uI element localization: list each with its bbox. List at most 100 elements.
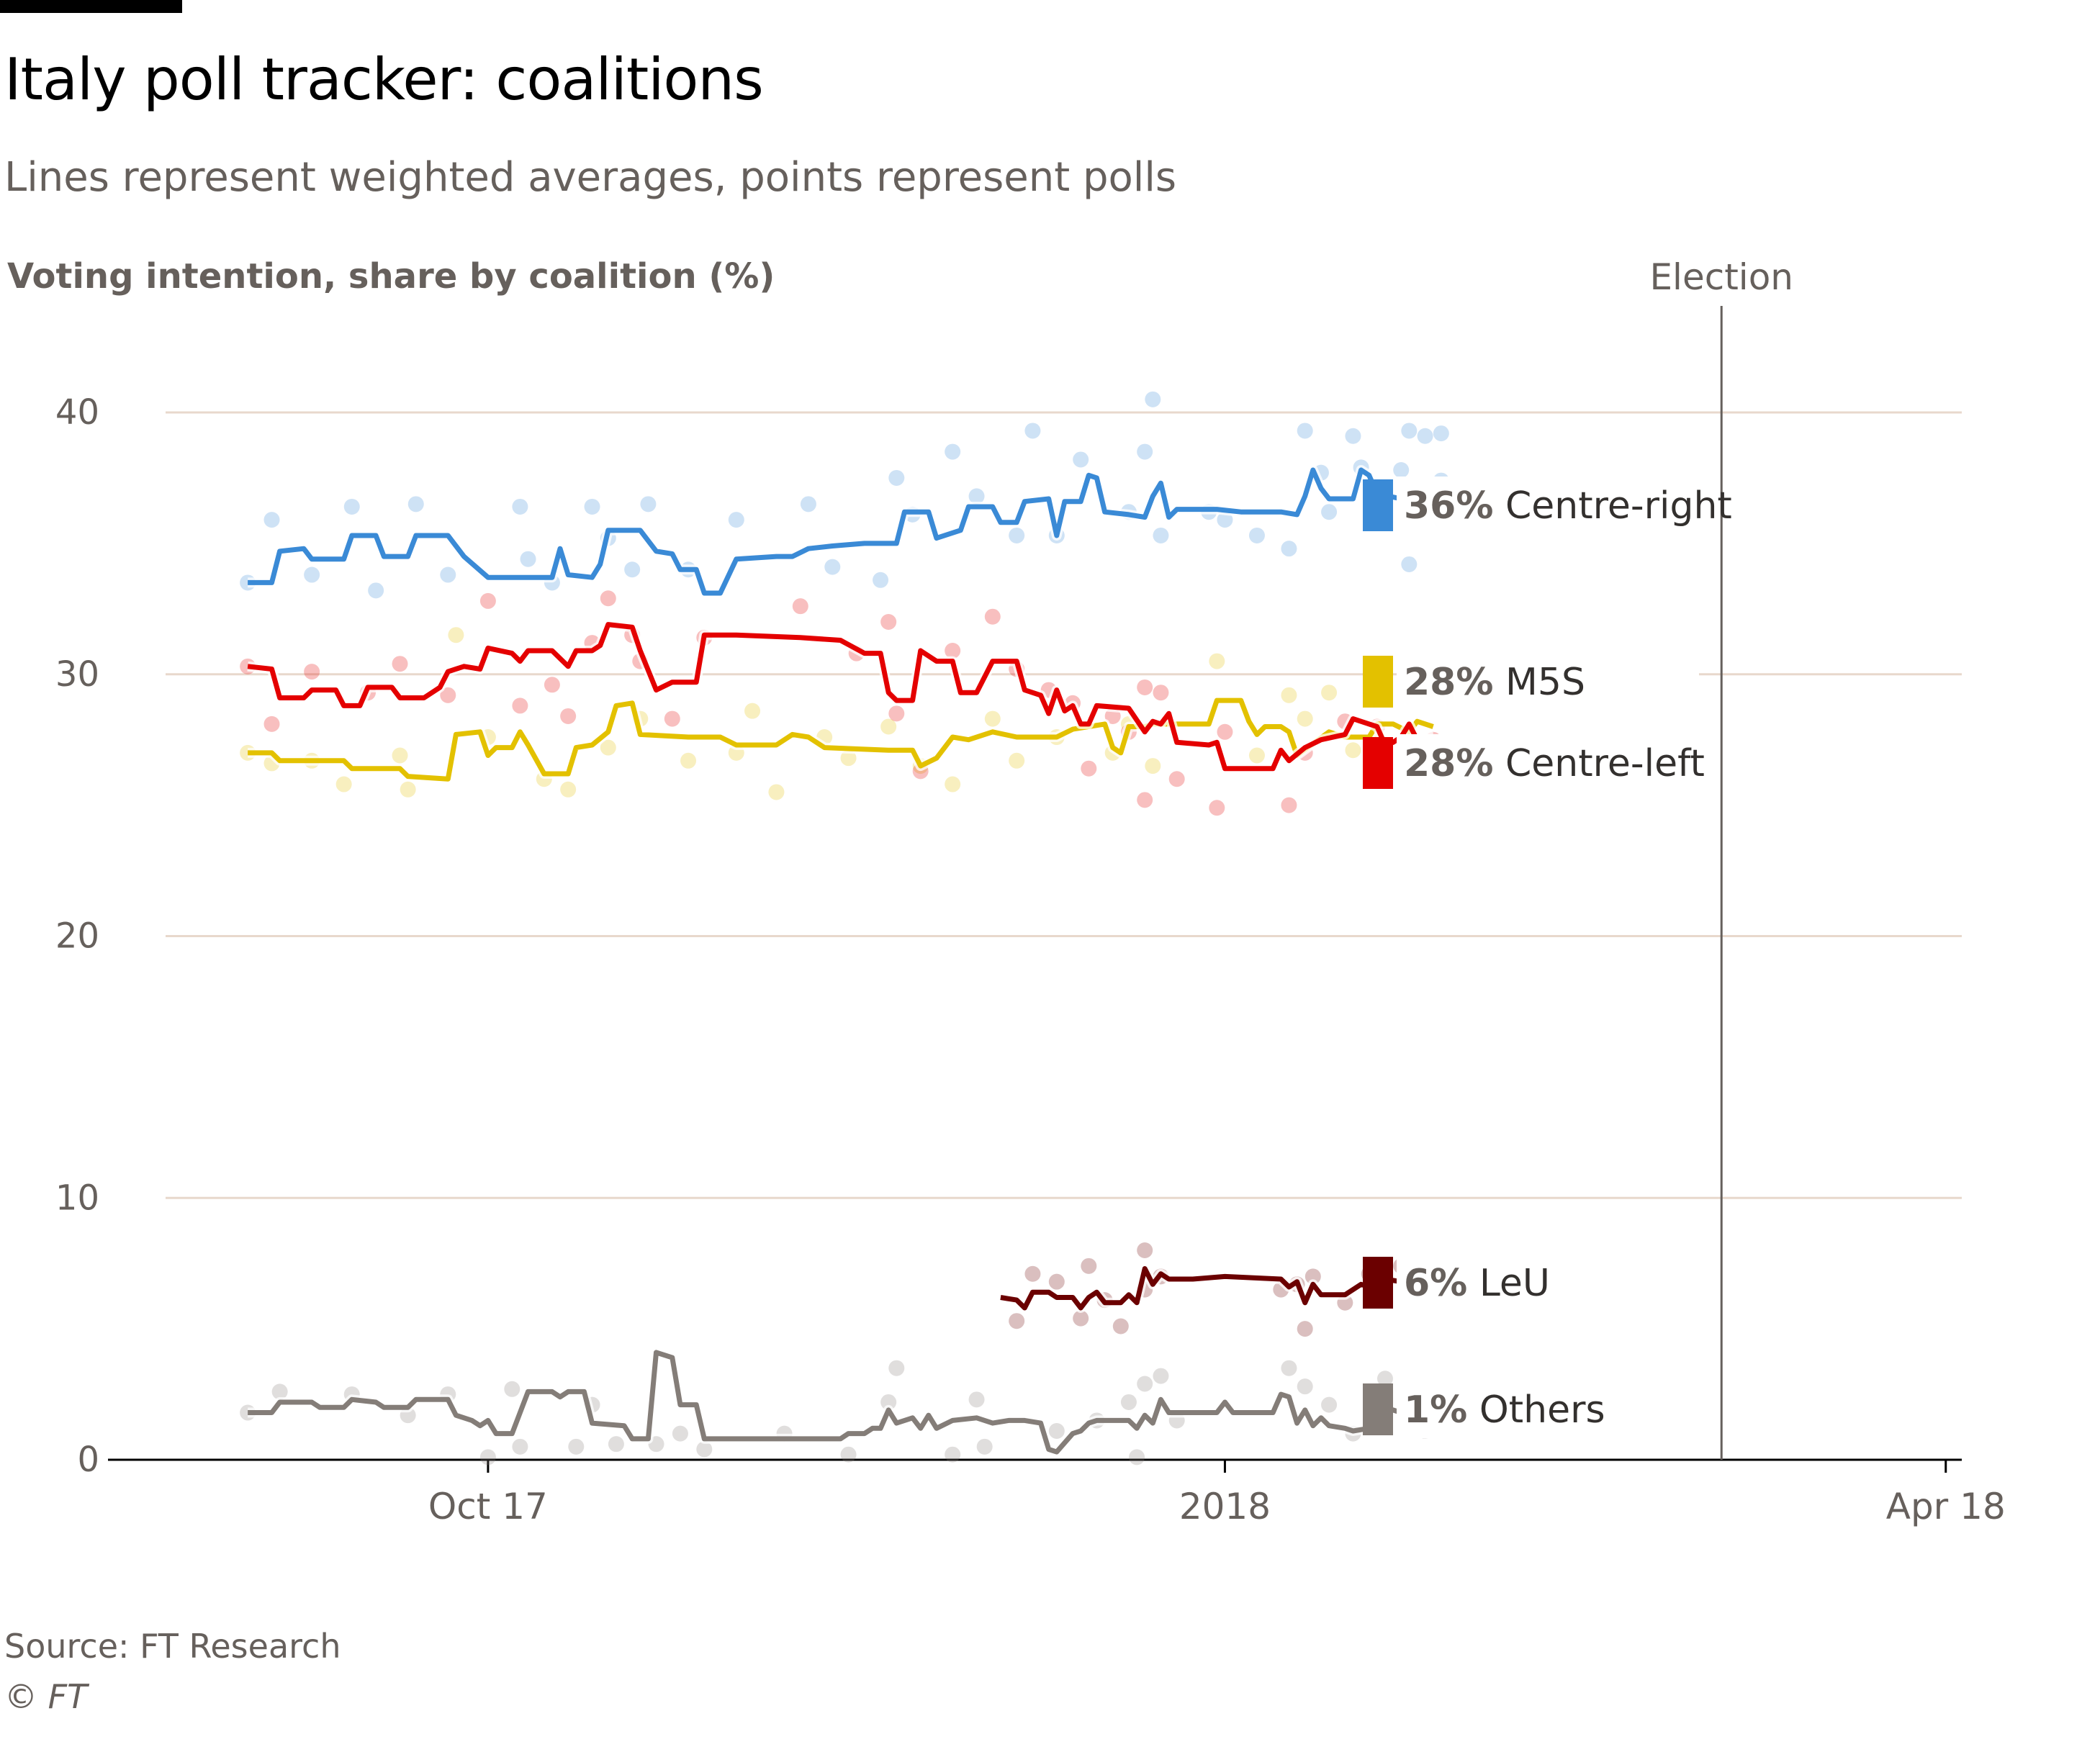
- poll-point-others: [512, 1438, 528, 1455]
- end-value-centre-right: 36%: [1404, 484, 1493, 528]
- swatch-m5s: [1363, 656, 1393, 708]
- poll-point-others: [888, 1360, 905, 1376]
- poll-point-centre-right: [1217, 512, 1233, 528]
- x-tick-label-2018: 2018: [1179, 1486, 1271, 1527]
- poll-point-leu: [1009, 1313, 1025, 1329]
- poll-point-centre-left: [792, 598, 808, 615]
- x-tick-label-oct-17: Oct 17: [428, 1486, 548, 1527]
- poll-point-others: [968, 1391, 985, 1408]
- end-name-centre-right: Centre-right: [1493, 484, 1731, 528]
- swatch-centre-right: [1363, 479, 1393, 531]
- poll-point-centre-right: [368, 582, 384, 599]
- poll-point-others: [696, 1441, 713, 1458]
- poll-point-centre-left: [392, 656, 408, 672]
- end-label-leu: 6% LeU: [1404, 1262, 1550, 1305]
- poll-point-m5s: [945, 776, 961, 793]
- poll-point-centre-left: [304, 664, 320, 680]
- poll-point-centre-left: [560, 708, 577, 724]
- poll-point-m5s: [744, 703, 761, 719]
- poll-point-centre-left: [479, 592, 496, 609]
- poll-point-centre-right: [263, 512, 280, 528]
- poll-point-centre-right: [1433, 425, 1449, 442]
- series-end-labels: 36% Centre-right 28% M5S 28% Centre-left 6%…: [1363, 477, 1732, 1438]
- poll-point-others: [880, 1394, 897, 1410]
- poll-point-m5s: [1297, 710, 1313, 727]
- poll-point-m5s: [400, 781, 416, 798]
- poll-point-others: [1137, 1376, 1153, 1392]
- line-others: [248, 1350, 1433, 1455]
- line-centre-left: [247, 622, 1433, 772]
- poll-point-others: [271, 1383, 288, 1400]
- poll-point-others: [1129, 1449, 1145, 1466]
- poll-point-m5s: [335, 776, 352, 793]
- poll-point-centre-right: [1401, 423, 1418, 439]
- poll-point-others: [1120, 1394, 1137, 1410]
- poll-points: [240, 391, 1449, 1466]
- poll-point-m5s: [448, 627, 464, 644]
- poll-point-m5s: [1345, 742, 1361, 759]
- poll-point-centre-right: [1345, 428, 1361, 444]
- poll-point-centre-right: [512, 498, 528, 515]
- poll-point-centre-left: [1153, 685, 1169, 701]
- poll-point-leu: [1112, 1318, 1129, 1335]
- label-bg-others: [1397, 1381, 1699, 1438]
- poll-point-centre-left: [880, 614, 897, 630]
- poll-point-m5s: [1209, 653, 1225, 669]
- poll-point-m5s: [1281, 687, 1297, 703]
- poll-point-others: [976, 1438, 993, 1455]
- poll-point-leu: [1297, 1321, 1313, 1337]
- y-tick-label-0: 0: [77, 1440, 99, 1480]
- end-label-centre-left: 28% Centre-left: [1404, 742, 1705, 785]
- poll-point-centre-right: [873, 572, 889, 588]
- poll-point-leu: [1024, 1265, 1041, 1282]
- poll-point-centre-left: [263, 715, 280, 732]
- poll-point-centre-right: [520, 551, 536, 567]
- poll-point-centre-left: [888, 705, 905, 722]
- y-axis-label: Voting intention, share by coalition (%): [7, 256, 775, 297]
- poll-point-others: [1048, 1422, 1065, 1439]
- end-value-others: 1%: [1404, 1388, 1467, 1432]
- poll-point-m5s: [984, 710, 1001, 727]
- poll-point-centre-left: [1217, 723, 1233, 740]
- poll-point-centre-right: [584, 498, 600, 515]
- chart-subtitle: Lines represent weighted averages, point…: [4, 154, 1177, 201]
- poll-point-leu: [1073, 1310, 1089, 1327]
- poll-point-centre-right: [1073, 451, 1089, 468]
- poll-point-m5s: [1009, 752, 1025, 769]
- y-tick-labels: 0 10 20 30 40: [55, 392, 99, 1480]
- poll-point-centre-left: [1281, 797, 1297, 813]
- end-name-leu: LeU: [1467, 1262, 1550, 1305]
- poll-point-centre-right: [888, 469, 905, 486]
- poll-point-m5s: [880, 718, 897, 735]
- poll-point-centre-left: [600, 590, 616, 607]
- poll-point-others: [568, 1438, 585, 1455]
- poll-point-centre-left: [1209, 800, 1225, 816]
- poll-point-centre-right: [824, 559, 841, 575]
- copyright-note: © FT: [4, 1677, 88, 1716]
- label-bg-m5s: [1397, 653, 1699, 710]
- y-tick-label-20: 20: [55, 916, 99, 957]
- chart-title: Italy poll tracker: coalitions: [4, 46, 764, 113]
- x-axis: Oct 17 2018 Apr 18: [108, 1458, 2006, 1527]
- poll-point-others: [840, 1446, 857, 1463]
- poll-point-centre-right: [1281, 541, 1297, 557]
- end-value-centre-left: 28%: [1404, 742, 1493, 785]
- poll-point-centre-right: [1145, 391, 1161, 407]
- swatch-centre-left: [1363, 737, 1393, 789]
- end-name-m5s: M5S: [1493, 661, 1585, 704]
- poll-point-m5s: [1145, 758, 1161, 775]
- poll-point-centre-right: [1417, 428, 1433, 444]
- poll-point-centre-left: [1168, 771, 1185, 787]
- poll-point-centre-right: [624, 561, 641, 578]
- y-tick-label-10: 10: [55, 1178, 99, 1218]
- x-tick-label-apr-18: Apr 18: [1886, 1486, 2006, 1527]
- poll-point-centre-right: [945, 443, 961, 460]
- end-label-m5s: 28% M5S: [1404, 661, 1585, 704]
- poll-point-centre-right: [1153, 527, 1169, 543]
- poll-point-others: [1281, 1360, 1297, 1376]
- election-annotation: Election: [1649, 256, 1793, 1460]
- poll-point-centre-left: [984, 608, 1001, 625]
- poll-point-centre-right: [728, 512, 744, 528]
- poll-point-centre-right: [800, 496, 816, 512]
- poll-point-centre-right: [1393, 462, 1410, 479]
